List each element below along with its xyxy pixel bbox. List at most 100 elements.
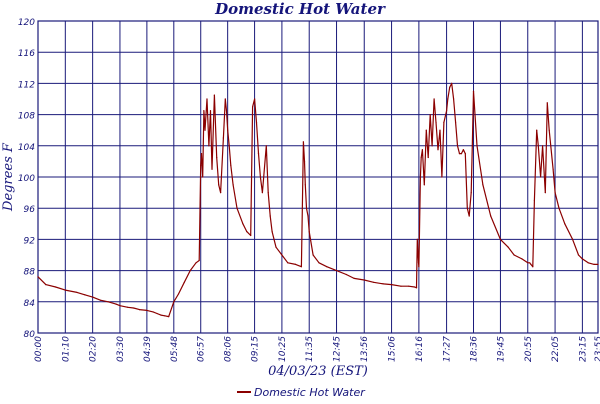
data-point [466, 207, 468, 209]
x-axis-title: 04/03/23 (EST) [268, 364, 368, 379]
data-point [353, 277, 355, 279]
data-point [255, 121, 258, 123]
data-point [533, 199, 535, 201]
data-point [529, 262, 531, 264]
data-point [400, 285, 402, 287]
y-tick-label: 112 [18, 80, 35, 90]
data-point [209, 110, 212, 112]
data-point [203, 110, 205, 112]
data-point [577, 254, 580, 256]
data-point [451, 82, 453, 84]
data-point [443, 121, 445, 123]
data-point [476, 145, 478, 147]
data-point [597, 263, 599, 265]
x-tick-label: 06:57 [197, 336, 207, 362]
data-point [490, 215, 492, 217]
data-point [183, 281, 185, 283]
x-tick-label: 10:25 [278, 336, 288, 362]
data-point [224, 98, 226, 100]
data-point [265, 145, 267, 147]
data-point [115, 303, 117, 305]
data-point [499, 238, 502, 240]
data-point [464, 153, 466, 155]
data-point [146, 309, 148, 311]
data-point [536, 129, 538, 131]
data-point [45, 284, 47, 286]
data-point [160, 314, 162, 316]
x-tick-label: 00:00 [34, 336, 44, 362]
data-point [382, 283, 384, 285]
data-point [99, 299, 102, 301]
data-point [441, 176, 443, 178]
data-point [423, 184, 425, 186]
data-point [257, 153, 260, 155]
data-point [64, 289, 66, 291]
data-point [425, 129, 427, 131]
data-point [456, 145, 459, 147]
data-point [252, 106, 254, 108]
axis-layer: 80 84 88 92 96 100 104 108 112 116 120 00:00 01:10 02… [1, 18, 600, 379]
data-point [37, 276, 39, 278]
y-tick-label: 104 [18, 143, 35, 153]
data-point [460, 153, 463, 155]
x-tick-label: 15:06 [388, 336, 398, 362]
data-point [513, 254, 515, 256]
data-point [198, 259, 200, 262]
x-tick-label: 16:16 [415, 336, 425, 362]
data-point [230, 164, 232, 166]
data-point [548, 129, 550, 131]
data-point [218, 184, 220, 186]
data-point [554, 192, 556, 194]
data-point [84, 294, 86, 296]
data-point [470, 192, 472, 194]
data-point [552, 168, 554, 170]
data-point [435, 121, 437, 123]
data-point [200, 164, 202, 166]
data-point [437, 149, 439, 151]
data-point [408, 285, 410, 287]
data-point [189, 270, 191, 272]
data-point [541, 145, 544, 147]
data-point [326, 266, 328, 268]
data-point [225, 110, 228, 112]
data-point [433, 98, 435, 100]
x-tick-label: 11:35 [305, 336, 315, 362]
x-tick-label: 17:27 [443, 336, 453, 362]
x-tick-label: 03:30 [116, 336, 126, 362]
data-point [431, 145, 433, 147]
data-point [267, 192, 269, 194]
data-point [253, 98, 256, 100]
data-point [537, 145, 539, 147]
data-point [246, 231, 248, 233]
data-point [530, 263, 532, 265]
x-tick-label: 22:05 [551, 336, 561, 362]
data-point [468, 215, 470, 217]
chart-title: Domestic Hot Water [215, 0, 385, 18]
data-point [416, 238, 418, 240]
data-point [373, 281, 375, 283]
data-point [445, 110, 448, 112]
data-point [54, 286, 57, 288]
data-point [421, 149, 423, 151]
data-point [211, 168, 213, 170]
data-point [429, 114, 431, 116]
data-point [138, 309, 141, 311]
data-point [413, 286, 416, 288]
y-tick-label: 100 [18, 174, 35, 184]
data-point [420, 156, 422, 159]
data-point [177, 293, 180, 295]
data-point [458, 153, 461, 155]
data-point [156, 312, 158, 315]
data-point [415, 287, 418, 289]
data-point [363, 279, 365, 281]
data-point [308, 231, 310, 233]
data-point [558, 207, 560, 209]
data-point [544, 192, 546, 194]
data-point [335, 270, 338, 272]
data-point [195, 262, 197, 264]
data-point [119, 305, 121, 307]
x-tick-label: 05:48 [170, 336, 180, 362]
data-point [419, 176, 422, 178]
data-point [271, 231, 273, 233]
